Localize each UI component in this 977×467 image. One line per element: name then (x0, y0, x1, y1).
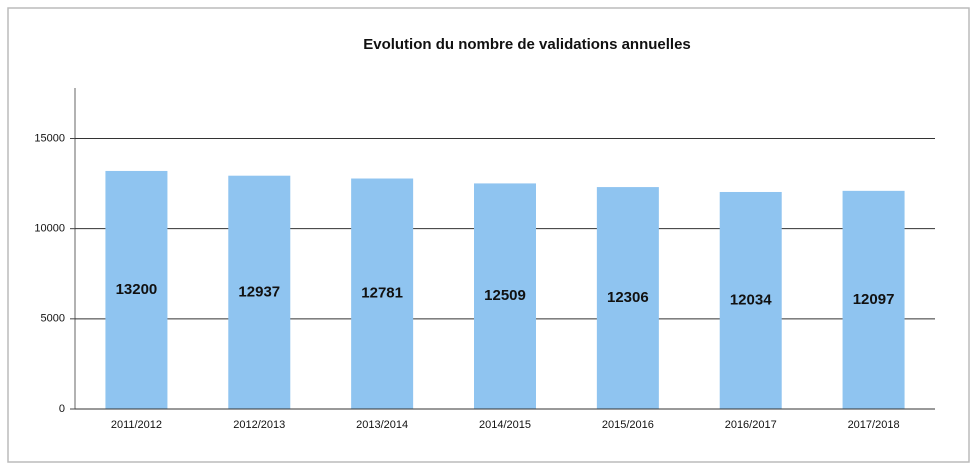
x-tick-label: 2017/2018 (848, 419, 900, 431)
x-tick-label: 2013/2014 (356, 419, 408, 431)
data-label: 12097 (853, 291, 895, 308)
x-tick-label: 2015/2016 (602, 419, 654, 431)
data-label: 12509 (484, 287, 526, 304)
x-tick-label: 2011/2012 (111, 419, 162, 431)
y-tick-label: 0 (59, 403, 65, 415)
x-tick-label: 2012/2013 (233, 419, 285, 431)
x-tick-label: 2016/2017 (725, 419, 777, 431)
data-label: 12937 (238, 283, 280, 300)
data-label: 13200 (116, 281, 158, 298)
chart-title: Evolution du nombre de validations annue… (363, 36, 691, 53)
bar (719, 191, 782, 409)
bar (474, 183, 536, 409)
bar (351, 178, 414, 409)
y-tick-label: 10000 (34, 223, 65, 235)
data-label: 12781 (361, 285, 403, 302)
bar (842, 190, 905, 409)
bar (596, 187, 659, 409)
bar (228, 175, 291, 409)
data-label: 12034 (730, 291, 772, 308)
data-label: 12306 (607, 289, 649, 306)
y-tick-label: 15000 (34, 132, 65, 144)
y-tick-label: 5000 (41, 313, 65, 325)
bar (105, 170, 168, 409)
x-tick-label: 2014/2015 (479, 419, 531, 431)
